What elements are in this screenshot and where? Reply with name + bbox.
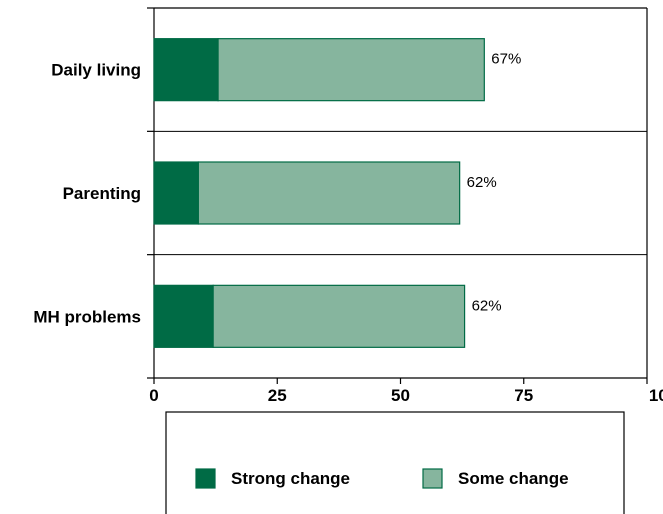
x-tick-label: 0 xyxy=(149,386,158,405)
category-labels: Daily living Parenting MH problems xyxy=(33,61,141,327)
x-tick-label: 75 xyxy=(514,386,533,405)
bar-strong-change xyxy=(153,284,214,348)
legend: Strong change Some change xyxy=(165,411,625,514)
category-separators xyxy=(154,130,647,256)
category-label: Daily living xyxy=(51,61,141,80)
x-tick-label: 25 xyxy=(268,386,287,405)
category-label: MH problems xyxy=(33,307,141,326)
bar-some-change xyxy=(212,284,466,348)
x-tick-label: 100 xyxy=(649,386,663,405)
category-label: Parenting xyxy=(63,184,141,203)
bar-group xyxy=(153,38,485,348)
data-label: 62% xyxy=(467,174,497,191)
legend-swatch-strong-change xyxy=(195,468,216,489)
bar-some-change xyxy=(197,161,461,225)
x-tick-label: 50 xyxy=(391,386,410,405)
data-labels: 67% 62% 62% xyxy=(467,51,522,315)
bar-strong-change xyxy=(153,38,219,102)
legend-label-strong-change: Strong change xyxy=(231,469,350,488)
data-label: 62% xyxy=(472,297,502,314)
legend-swatch-some-change xyxy=(422,468,443,489)
data-label: 67% xyxy=(491,51,521,68)
x-axis-ticks: 0 25 50 75 100 xyxy=(149,378,663,405)
bar-some-change xyxy=(217,38,485,102)
bar-strong-change xyxy=(153,161,199,225)
legend-label-some-change: Some change xyxy=(458,469,569,488)
y-axis-tick-marks xyxy=(147,7,154,379)
legend-box xyxy=(165,411,625,514)
